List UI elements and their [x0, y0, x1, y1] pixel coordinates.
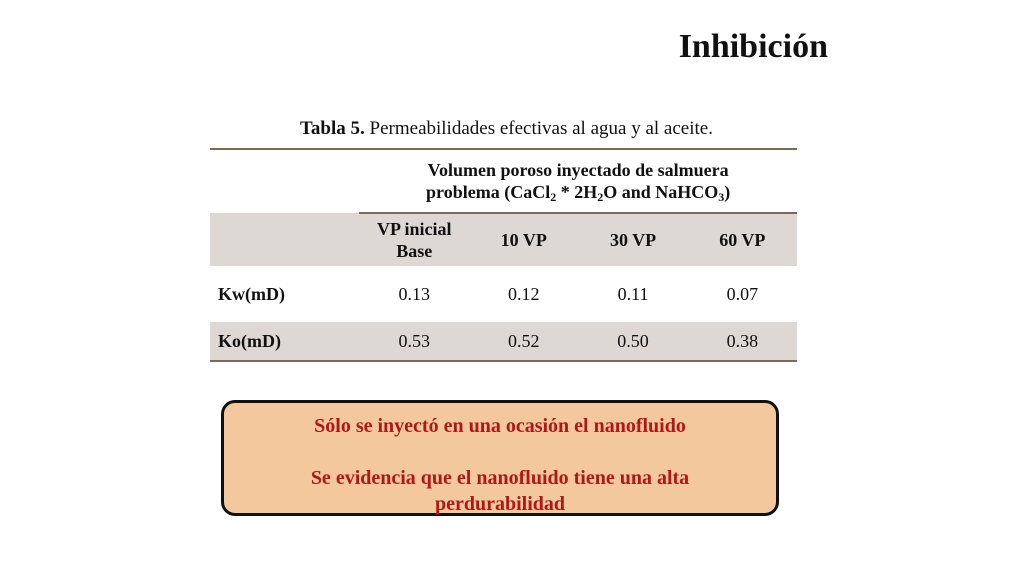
table-row: Kw(mD) 0.13 0.12 0.11 0.07 [210, 266, 797, 322]
table-cell: 0.52 [469, 322, 579, 362]
table-cell: 0.53 [359, 322, 470, 362]
column-header: 30 VP [578, 213, 688, 266]
table-cell: 0.11 [617, 283, 649, 304]
row-label: Ko(mD) [210, 322, 360, 362]
table-cell: 0.13 [398, 283, 430, 304]
column-header: 10 VP [469, 213, 579, 266]
table-cell: 0.12 [508, 283, 540, 304]
table-cell: 0.38 [687, 322, 797, 362]
table-caption-text: Permeabilidades efectivas al agua y al a… [364, 118, 713, 139]
empty-corner-cell [210, 148, 360, 213]
conclusion-note-box: Sólo se inyectó en una ocasión el nanofl… [221, 400, 779, 516]
table-caption: Tabla 5. Permeabilidades efectivas al ag… [300, 118, 713, 140]
column-header: VP inicial Base [359, 213, 470, 266]
table-cell: 0.07 [726, 283, 759, 304]
group-header-line2: problema (CaCl2 * 2H2O and NaHCO3) [426, 182, 731, 204]
group-header-line1: Volumen poroso inyectado de salmuera [427, 160, 729, 180]
group-header: Volumen poroso inyectado de salmuera pro… [359, 148, 797, 214]
table-caption-label: Tabla 5. [300, 118, 365, 139]
table-cell: 0.50 [578, 322, 688, 362]
row-label: Kw(mD) [218, 283, 285, 304]
slide-title: Inhibición [678, 28, 828, 65]
permeability-table: Volumen poroso inyectado de salmuera pro… [210, 148, 797, 362]
column-header: 60 VP [687, 213, 797, 266]
header-empty-cell [210, 213, 360, 266]
note-line-2: Se evidencia que el nanofluido tiene una… [310, 467, 690, 515]
table-row: Ko(mD) 0.53 0.52 0.50 0.38 [210, 322, 797, 362]
note-line-1: Sólo se inyectó en una ocasión el nanofl… [314, 415, 686, 437]
